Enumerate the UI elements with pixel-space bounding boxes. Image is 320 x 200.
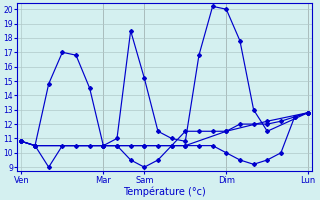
X-axis label: Température (°c): Température (°c) bbox=[124, 186, 206, 197]
